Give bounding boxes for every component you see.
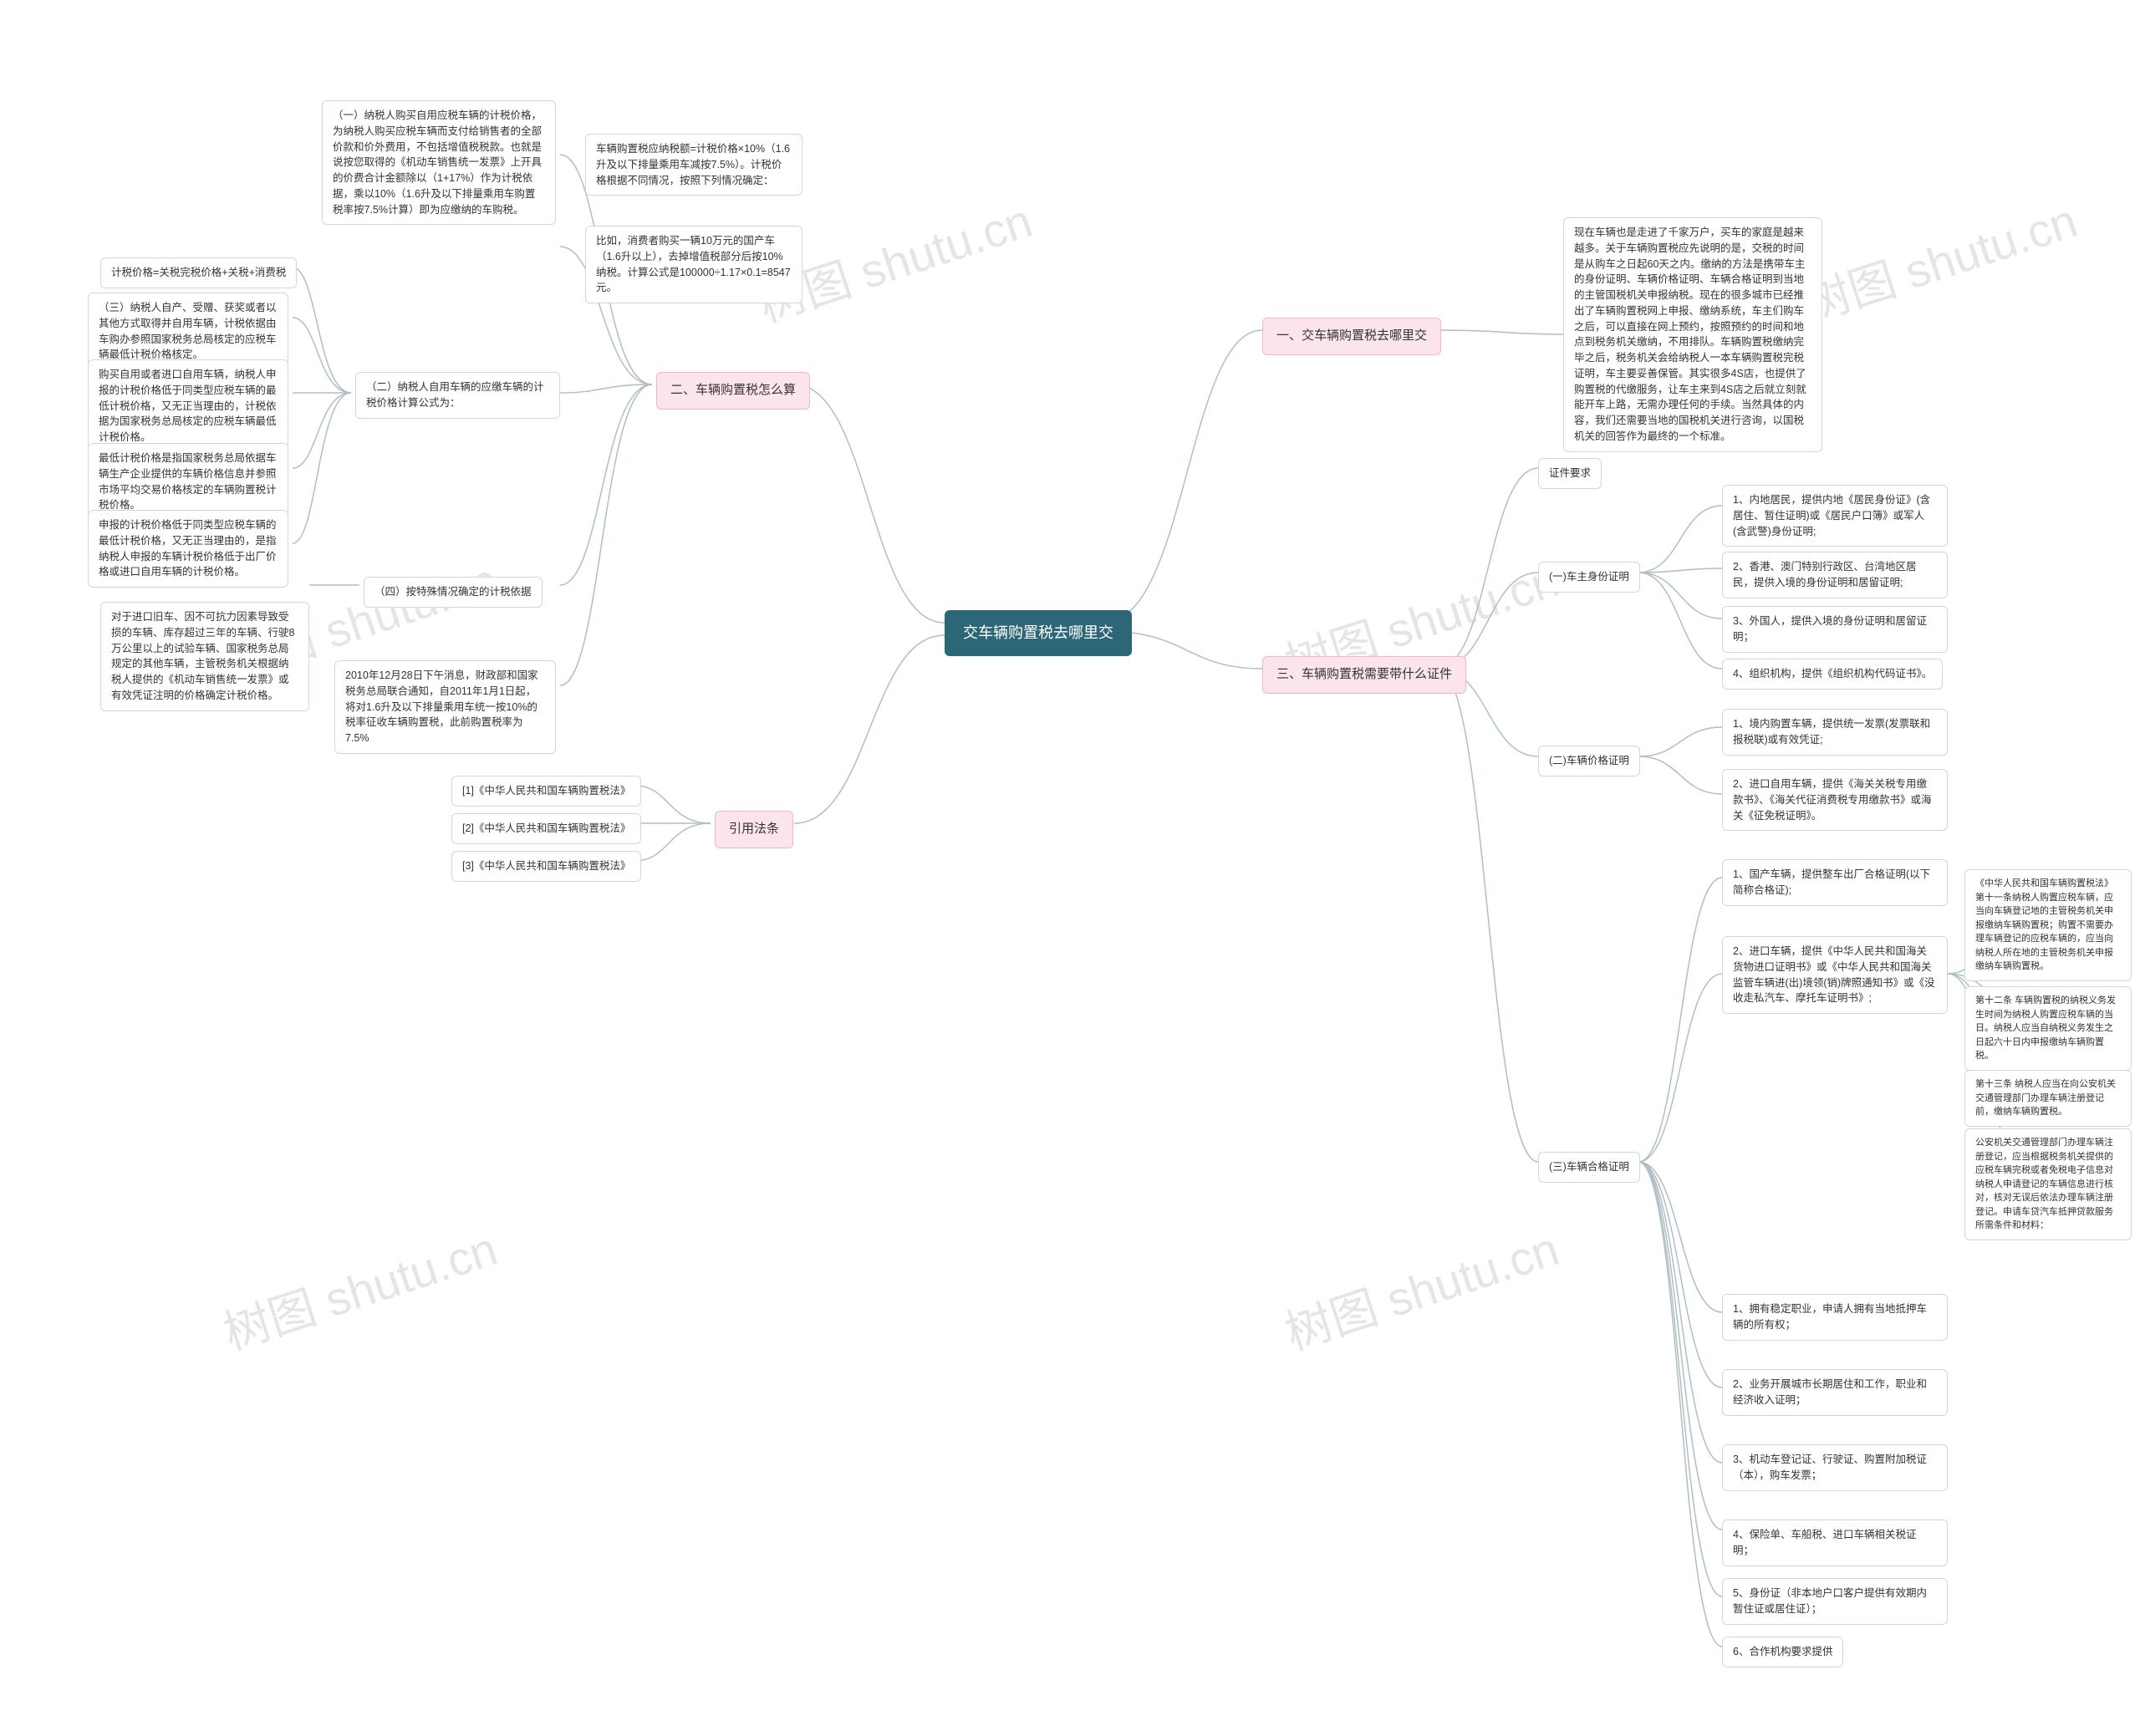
sec2-n5: 2010年12月28日下午消息，财政部和国家税务总局联合通知，自2011年1月1… — [334, 660, 556, 754]
sec3-a2: 2、香港、澳门特别行政区、台湾地区居民，提供入境的身份证明和居留证明; — [1722, 552, 1948, 598]
sec3-c-extra2: 第十二条 车辆购置税的纳税义务发生时间为纳税人购置应税车辆的当日。纳税人应当自纳… — [1964, 986, 2132, 1071]
sec2-n1-right: 车辆购置税应纳税额=计税价格×10%（1.6升及以下排量乘用车减按7.5%）。计… — [585, 134, 802, 196]
sec3-cc6: 6、合作机构要求提供 — [1722, 1637, 1843, 1667]
watermark: 树图 shutu.cn — [214, 1212, 505, 1364]
section-2: 二、车辆购置税怎么算 — [656, 372, 810, 410]
ref-1: [1]《中华人民共和国车辆购置税法》 — [451, 776, 641, 807]
sec3-c-title: (三)车辆合格证明 — [1538, 1152, 1640, 1183]
sec3-cc4: 4、保险单、车船税、进口车辆相关税证明； — [1722, 1520, 1948, 1566]
ref-3: [3]《中华人民共和国车辆购置税法》 — [451, 851, 641, 882]
sec3-a-title: (一)车主身份证明 — [1538, 562, 1640, 593]
sec2-n1-left: （一）纳税人购买自用应税车辆的计税价格，为纳税人购买应税车辆而支付给销售者的全部… — [322, 100, 556, 225]
sec2-n3c: 购买自用或者进口自用车辆，纳税人申报的计税价格低于同类型应税车辆的最低计税价格，… — [88, 359, 288, 453]
sec3-cc3: 3、机动车登记证、行驶证、购置附加税证（本），购车发票； — [1722, 1444, 1948, 1491]
sec2-n4-title: （四）按特殊情况确定的计税依据 — [364, 577, 543, 608]
ref-2: [2]《中华人民共和国车辆购置税法》 — [451, 813, 641, 844]
sec3-b-title: (二)车辆价格证明 — [1538, 746, 1640, 776]
sec3-c1: 1、国产车辆，提供整车出厂合格证明(以下简称合格证); — [1722, 859, 1948, 906]
sec3-c-extra4: 公安机关交通管理部门办理车辆注册登记，应当根据税务机关提供的应税车辆完税或者免税… — [1964, 1128, 2132, 1240]
sec3-cc1: 1、拥有稳定职业，申请人拥有当地抵押车辆的所有权； — [1722, 1294, 1948, 1341]
sec2-n2-right: 比如，消费者购买一辆10万元的国产车（1.6升以上），去掉增值税部分后按10%纳… — [585, 226, 802, 303]
section-3: 三、车辆购置税需要带什么证件 — [1262, 656, 1466, 694]
sec3-b2: 2、进口自用车辆，提供《海关关税专用缴款书》、《海关代征消费税专用缴款书》或海关… — [1722, 769, 1948, 831]
sec3-a3: 3、外国人，提供入境的身份证明和居留证明； — [1722, 606, 1948, 653]
sec3-docreq: 证件要求 — [1538, 458, 1602, 489]
sec2-n3e: 申报的计税价格低于同类型应税车辆的最低计税价格，又无正当理由的，是指纳税人申报的… — [88, 510, 288, 588]
sec2-n4-body: 对于进口旧车、因不可抗力因素导致受损的车辆、库存超过三年的车辆、行驶8万公里以上… — [100, 602, 309, 711]
center-node: 交车辆购置税去哪里交 — [945, 610, 1132, 656]
watermark: 树图 shutu.cn — [1794, 184, 2085, 336]
sec2-n3-title: （二）纳税人自用车辆的应缴车辆的计税价格计算公式为： — [355, 372, 560, 419]
section-refs: 引用法条 — [715, 811, 793, 848]
sec3-a4: 4、组织机构，提供《组织机构代码证书》。 — [1722, 659, 1943, 690]
sec3-a1: 1、内地居民，提供内地《居民身份证》(含居住、暂住证明)或《居民户口簿》或军人(… — [1722, 485, 1948, 547]
sec3-cc2: 2、业务开展城市长期居住和工作，职业和经济收入证明； — [1722, 1369, 1948, 1416]
sec3-b1: 1、境内购置车辆，提供统一发票(发票联和报税联)或有效凭证; — [1722, 709, 1948, 756]
sec1-body: 现在车辆也是走进了千家万户，买车的家庭是越来越多。关于车辆购置税应先说明的是，交… — [1563, 217, 1822, 452]
sec3-c-extra1: 《中华人民共和国车辆购置税法》第十一条纳税人购置应税车辆，应当向车辆登记地的主管… — [1964, 869, 2132, 981]
sec2-n3a: 计税价格=关税完税价格+关税+消费税 — [100, 257, 297, 288]
section-1: 一、交车辆购置税去哪里交 — [1262, 318, 1441, 355]
sec3-cc5: 5、身份证（非本地户口客户提供有效期内暂住证或居住证）； — [1722, 1578, 1948, 1625]
watermark: 树图 shutu.cn — [1276, 1212, 1567, 1364]
sec3-c2: 2、进口车辆，提供《中华人民共和国海关货物进口证明书》或《中华人民共和国海关监管… — [1722, 936, 1948, 1014]
sec3-c-extra3: 第十三条 纳税人应当在向公安机关交通管理部门办理车辆注册登记前，缴纳车辆购置税。 — [1964, 1070, 2132, 1127]
